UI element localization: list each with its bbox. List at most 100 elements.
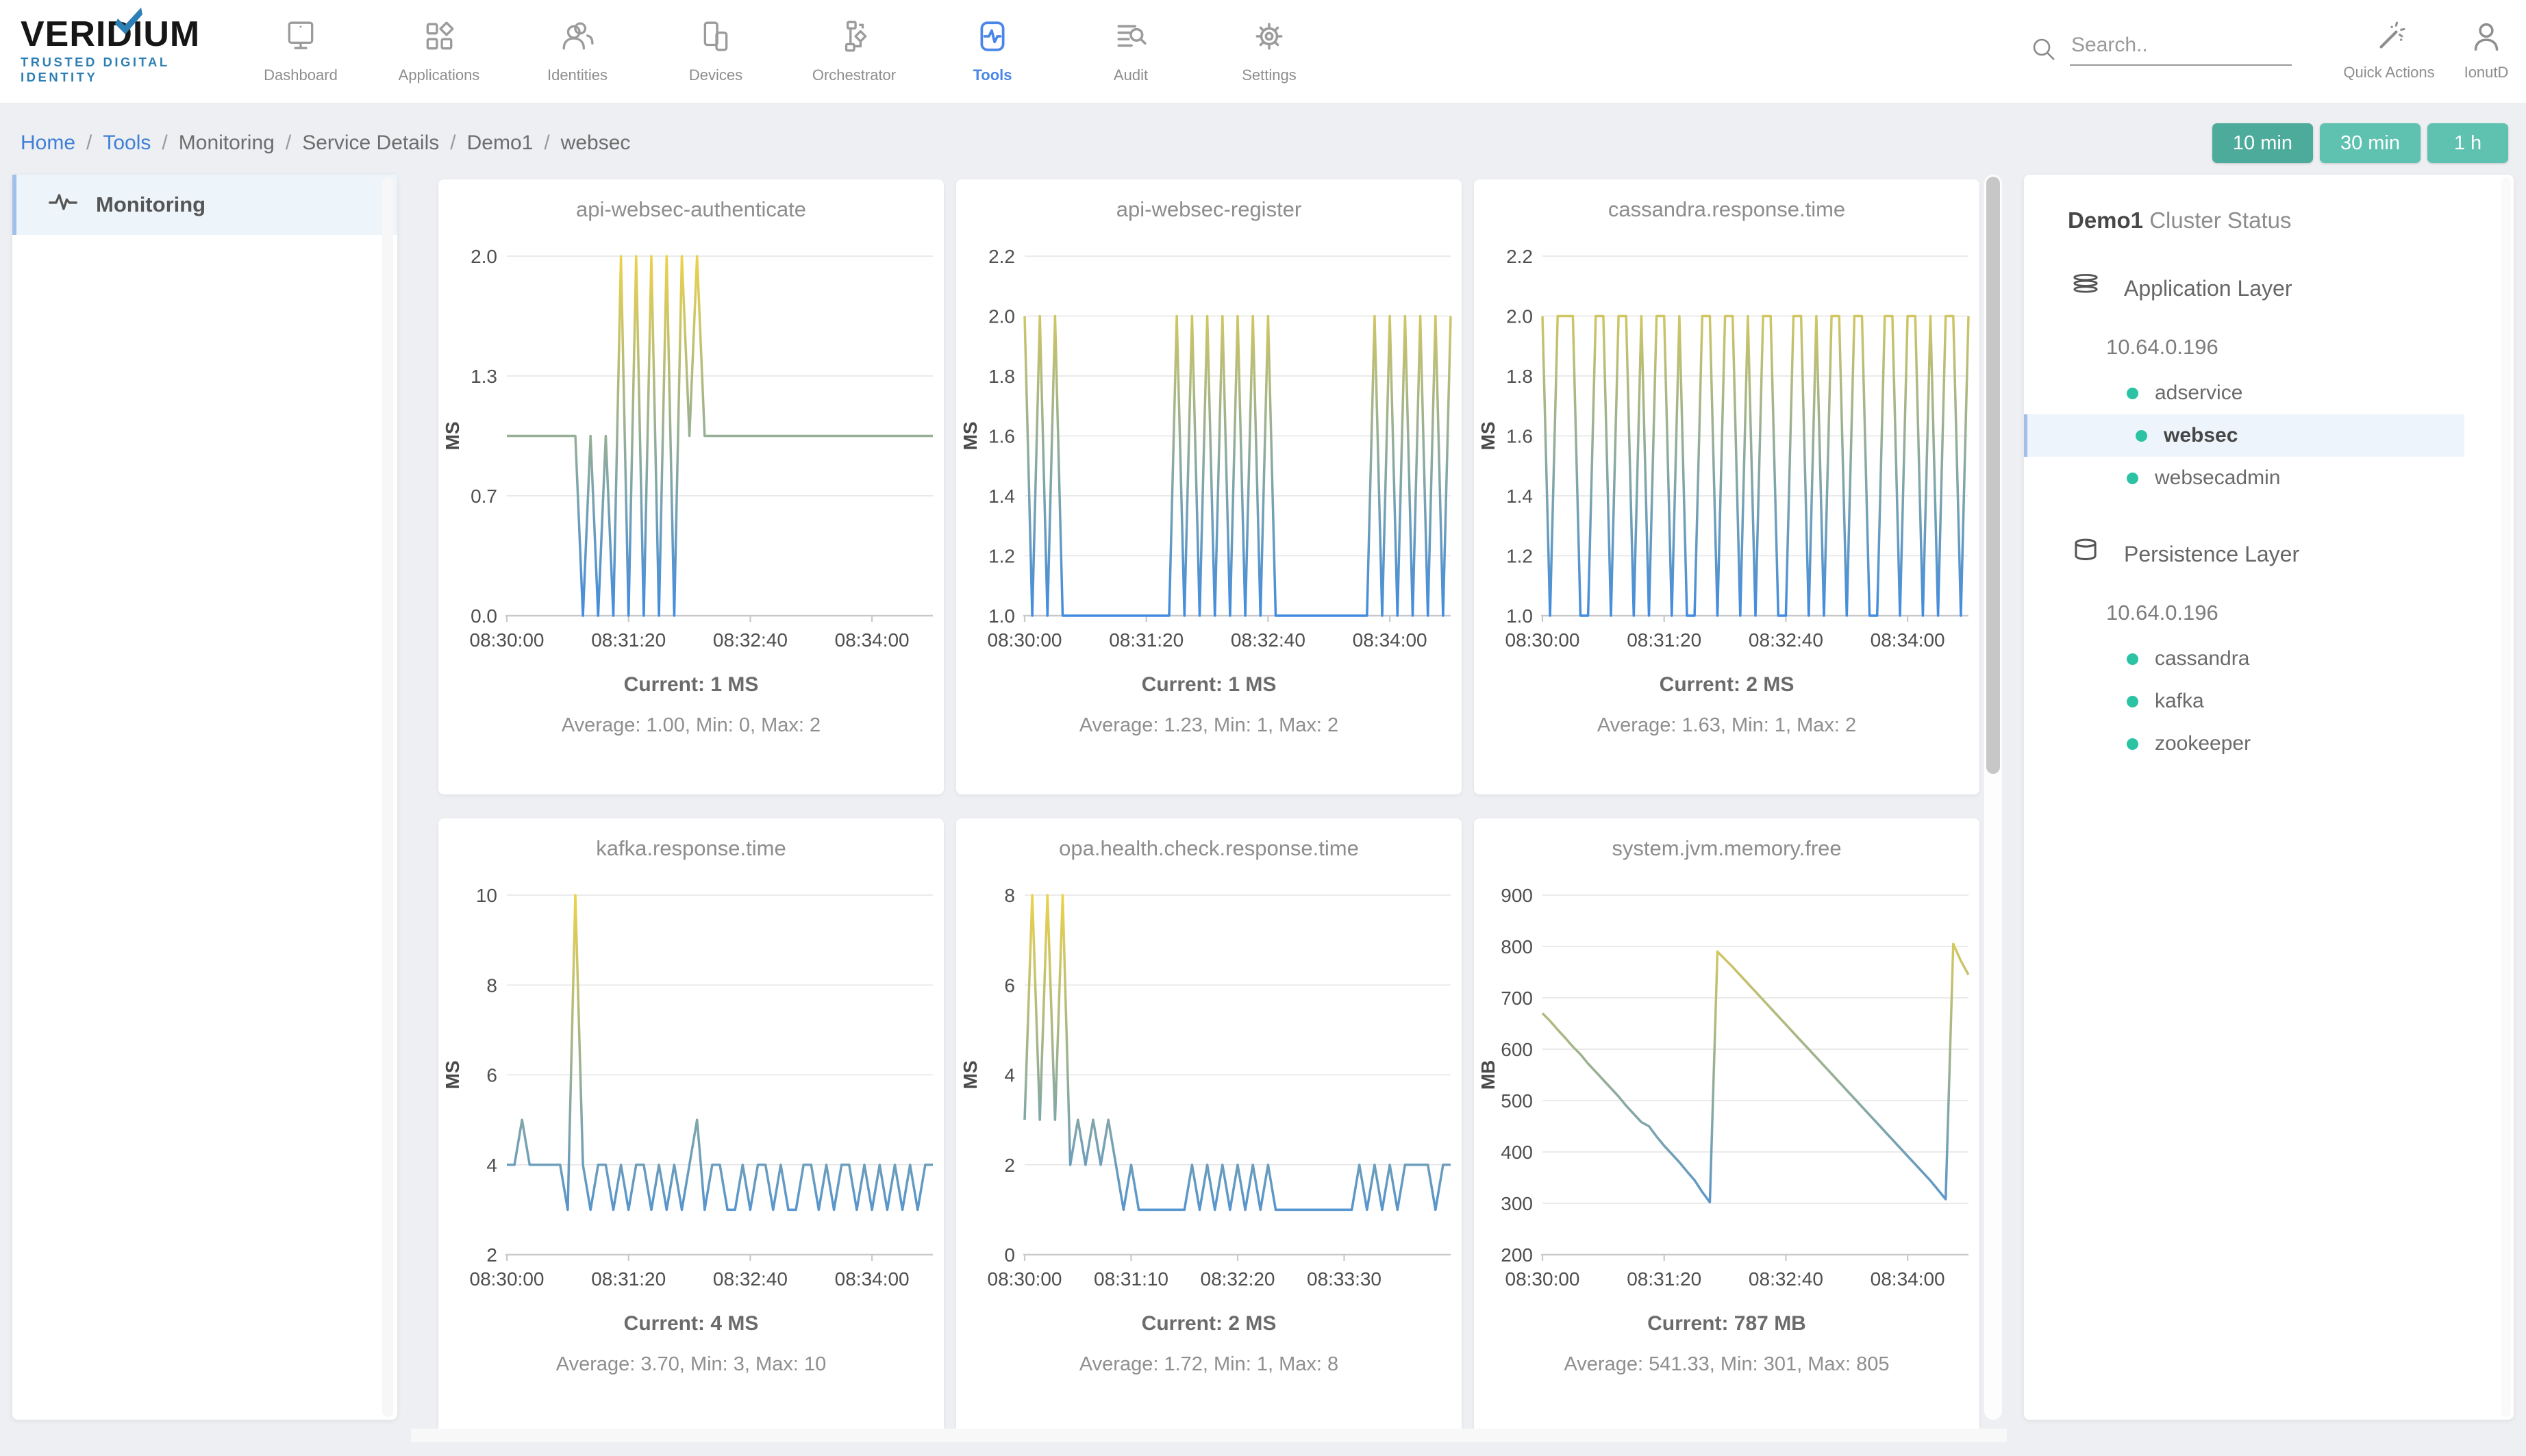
service-row-websecadmin[interactable]: websecadmin	[2024, 457, 2514, 499]
cluster-section-header: Application Layer	[2024, 269, 2514, 307]
chart-stats: Average: 1.00, Min: 0, Max: 2	[561, 714, 821, 736]
applications-icon	[422, 19, 456, 57]
svg-text:08:33:30: 08:33:30	[1307, 1268, 1381, 1290]
chart-plot: 2.0 1.3 0.7 0.008:30:00 08:31:20 08:32:40 08:3…	[442, 246, 933, 651]
time-range-button-1-h[interactable]: 1 h	[2427, 123, 2508, 163]
svg-text:08:32:40: 08:32:40	[1749, 1268, 1823, 1290]
nav-item-label: Orchestrator	[812, 66, 897, 84]
audit-icon	[1114, 19, 1148, 57]
status-dot	[2127, 472, 2138, 484]
nav-item-label: Settings	[1242, 66, 1297, 84]
search-input[interactable]	[2070, 26, 2292, 66]
top-bar: VERIDIUM TRUSTED DIGITAL IDENTITY Dashbo…	[0, 0, 2526, 103]
chart-plot: 2.2 2.0 1.8 1.6 1.4 1.2 1.008:30:00 08:31:20 08:…	[1477, 246, 1970, 651]
user-menu[interactable]: IonutD	[2449, 0, 2524, 103]
svg-text:08:30:00: 08:30:00	[988, 1268, 1062, 1290]
svg-text:08:32:20: 08:32:20	[1201, 1268, 1275, 1290]
svg-text:1.8: 1.8	[988, 366, 1015, 387]
chart-card: api-websec-register 2.2 2.0 1.8 1.6 1.4 1.2 1.…	[956, 179, 1462, 794]
cluster-status-panel: Demo1 Cluster Status Application Layer 1…	[2024, 175, 2514, 1420]
chart-stats: Average: 1.63, Min: 1, Max: 2	[1597, 714, 1857, 736]
svg-text:08:31:10: 08:31:10	[1094, 1268, 1168, 1290]
cluster-title-rest: Cluster Status	[2143, 208, 2292, 233]
cluster-section: Application Layer 10.64.0.196 adservice …	[2024, 269, 2514, 499]
service-row-cassandra[interactable]: cassandra	[2024, 638, 2514, 680]
chart-plot: 10 8 6 4 208:30:00 08:31:20 08:32:40 08:34:00 MS	[442, 885, 933, 1290]
magic-wand-icon	[2379, 21, 2405, 49]
svg-text:1.8: 1.8	[1506, 366, 1533, 387]
cluster-host-address: 10.64.0.196	[2106, 335, 2218, 359]
quick-actions-button[interactable]: Quick Actions	[2334, 0, 2444, 103]
orchestrator-icon	[837, 19, 871, 57]
svg-text:2.2: 2.2	[1506, 246, 1533, 267]
chart-title: api-websec-authenticate	[575, 197, 807, 221]
svg-text:08:32:40: 08:32:40	[1231, 629, 1305, 651]
service-name: kafka	[2155, 690, 2204, 712]
nav-item-settings[interactable]: Settings	[1200, 0, 1338, 103]
time-range-button-30-min[interactable]: 30 min	[2319, 123, 2421, 163]
svg-text:08:34:00: 08:34:00	[1871, 629, 1945, 651]
devices-icon	[699, 19, 733, 57]
svg-text:08:30:00: 08:30:00	[470, 629, 545, 651]
nav-item-label: Devices	[688, 66, 743, 84]
nav-item-label: Audit	[1113, 66, 1149, 84]
svg-text:08:30:00: 08:30:00	[470, 1268, 545, 1290]
nav-item-label: Identities	[547, 66, 608, 84]
breadcrumb: Home / Tools / Monitoring / Service Details / De…	[21, 131, 630, 155]
sidebar-item-monitoring[interactable]: Monitoring	[12, 175, 397, 235]
chart-stats: Average: 541.33, Min: 301, Max: 805	[1564, 1353, 1890, 1375]
settings-icon	[1252, 19, 1286, 57]
quick-actions-label: Quick Actions	[2343, 64, 2435, 81]
nav-item-identities[interactable]: Identities	[508, 0, 647, 103]
main-scrollbar-thumb[interactable]	[1986, 177, 2000, 774]
breadcrumb-separator: /	[450, 131, 456, 154]
chart-current-value: Current: 1 MS	[1141, 673, 1277, 696]
chart-card: opa.health.check.response.time 8 6 4 2 0 08:3…	[956, 818, 1462, 1433]
svg-text:08:31:20: 08:31:20	[591, 629, 666, 651]
pulse-icon	[48, 189, 78, 221]
svg-text:08:32:40: 08:32:40	[713, 629, 788, 651]
svg-text:2.0: 2.0	[471, 246, 497, 267]
svg-text:0.7: 0.7	[471, 486, 497, 507]
nav-item-audit[interactable]: Audit	[1062, 0, 1200, 103]
svg-text:1.0: 1.0	[1506, 605, 1533, 627]
time-range-button-10-min[interactable]: 10 min	[2212, 123, 2313, 163]
svg-text:08:32:40: 08:32:40	[713, 1268, 788, 1290]
nav-item-orchestrator[interactable]: Orchestrator	[785, 0, 923, 103]
svg-text:MS: MS	[442, 422, 463, 451]
service-row-adservice[interactable]: adservice	[2024, 372, 2514, 414]
breadcrumb-separator: /	[86, 131, 92, 154]
service-row-kafka[interactable]: kafka	[2024, 680, 2514, 723]
nav-item-tools[interactable]: Tools	[923, 0, 1062, 103]
nav-item-devices[interactable]: Devices	[647, 0, 785, 103]
svg-text:MS: MS	[960, 1061, 981, 1090]
svg-text:MS: MS	[1477, 422, 1499, 451]
identities-icon	[560, 19, 595, 57]
svg-text:10: 10	[476, 885, 497, 906]
user-icon	[2474, 23, 2499, 51]
breadcrumb-item-home[interactable]: Home	[21, 131, 76, 154]
svg-text:1.4: 1.4	[988, 486, 1015, 507]
service-row-websec[interactable]: websec	[2024, 414, 2464, 457]
service-row-zookeeper[interactable]: zookeeper	[2024, 723, 2514, 765]
status-dot	[2136, 429, 2147, 442]
breadcrumb-item-tools[interactable]: Tools	[103, 131, 151, 154]
svg-text:08:34:00: 08:34:00	[1353, 629, 1427, 651]
main-scrollbar-track	[1984, 175, 2002, 1420]
brand-logo[interactable]: VERIDIUM TRUSTED DIGITAL IDENTITY	[21, 8, 226, 85]
svg-text:600: 600	[1501, 1039, 1533, 1060]
svg-text:2.0: 2.0	[988, 306, 1015, 327]
chart-card: cassandra.response.time 2.2 2.0 1.8 1.6 1.4 1…	[1474, 179, 1979, 794]
charts-grid: api-websec-authenticate 2.0 1.3 0.7 0.0 08:3…	[438, 179, 1982, 1433]
breadcrumb-separator: /	[544, 131, 550, 154]
nav-item-applications[interactable]: Applications	[370, 0, 508, 103]
top-nav: Dashboard Applications Identities Device…	[232, 0, 1338, 103]
chart-title: system.jvm.memory.free	[1612, 836, 1842, 860]
nav-item-dashboard[interactable]: Dashboard	[232, 0, 370, 103]
service-name: websec	[2164, 424, 2238, 447]
svg-text:08:30:00: 08:30:00	[1505, 629, 1580, 651]
breadcrumb-item-monitoring: Monitoring	[178, 131, 275, 154]
chart-title: cassandra.response.time	[1608, 197, 1846, 221]
